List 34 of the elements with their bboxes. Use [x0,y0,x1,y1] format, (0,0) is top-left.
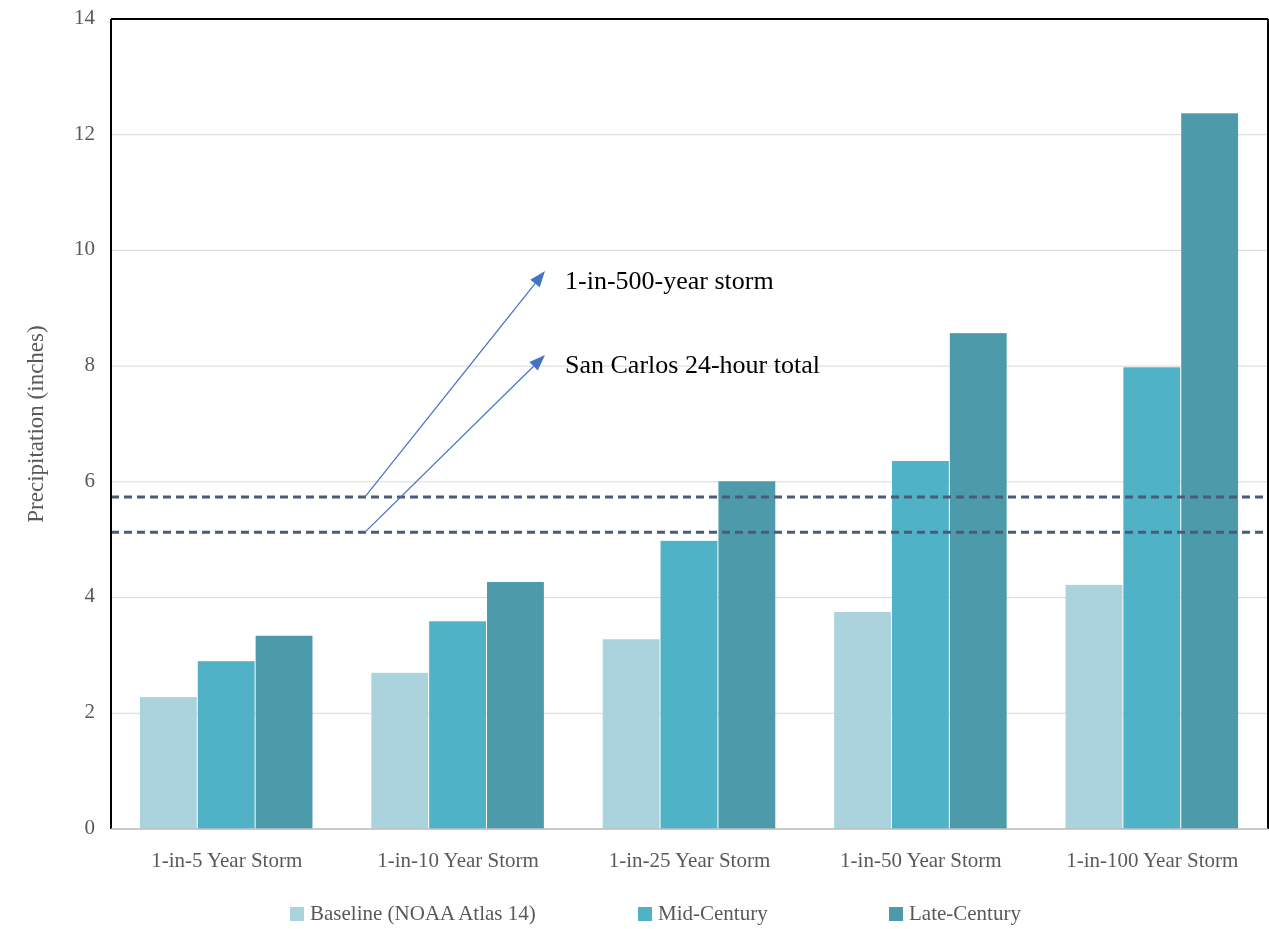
bar [718,481,776,829]
bar [487,581,544,829]
y-tick-label: 6 [84,467,95,492]
ref-line-label: 1-in-500-year storm [565,265,774,295]
x-tick-label: 1-in-10 Year Storm [377,847,539,872]
bar [949,333,1007,829]
y-tick-label: 12 [74,120,95,145]
x-tick-label: 1-in-5 Year Storm [151,847,303,872]
bar [602,639,660,829]
bar [255,635,313,829]
legend-label: Baseline (NOAA Atlas 14) [310,900,536,925]
bar [1123,367,1181,829]
bar [429,621,487,829]
x-tick-label: 1-in-100 Year Storm [1066,847,1239,872]
bar [139,697,197,829]
bar [660,540,718,829]
bar [197,661,255,829]
y-tick-label: 2 [84,699,95,724]
bar [1065,584,1123,829]
x-tick-label: 1-in-50 Year Storm [840,847,1002,872]
y-axis-title: Precipitation (inches) [23,325,49,523]
y-tick-label: 14 [74,4,96,29]
legend-label: Mid-Century [658,900,769,925]
y-tick-label: 8 [84,351,95,376]
bar [1181,113,1239,829]
bar [834,612,891,829]
y-tick-label: 0 [84,814,95,839]
y-tick-label: 4 [84,583,96,608]
legend-label: Late-Century [909,900,1022,925]
bar [371,672,429,829]
bar [891,461,949,829]
y-tick-label: 10 [74,236,95,261]
x-tick-label: 1-in-25 Year Storm [608,847,771,872]
ref-line-label: San Carlos 24-hour total [565,349,820,379]
